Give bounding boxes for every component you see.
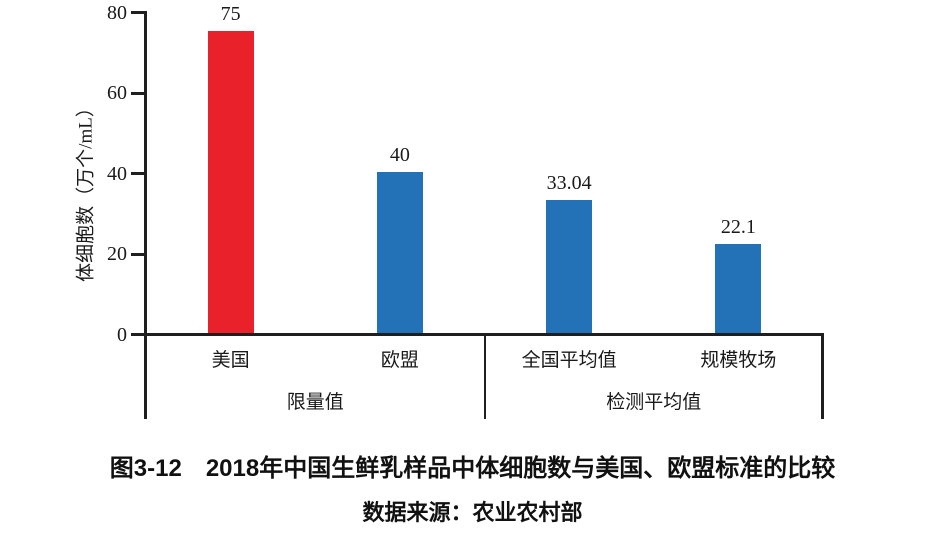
y-tick-mark [131,11,147,14]
category-label: 美国 [211,350,250,371]
y-tick-label: 60 [107,82,127,104]
y-tick-mark [131,91,147,95]
category-label: 欧盟 [380,350,419,371]
y-tick-mark [131,252,147,256]
category-label: 全国平均值 [521,350,617,371]
bar-value-label: 33.04 [546,172,592,194]
bar-value-label: 40 [389,144,410,166]
category-label: 规模牧场 [700,350,777,371]
bar-value-label: 75 [220,3,241,26]
bar-欧盟 [376,172,423,333]
y-tick-label: 80 [107,1,127,24]
y-tick-mark [131,172,147,175]
bar-chart: 体细胞数（万个/mL） 0 20 40 60 80 限量值 75 美国 40 欧盟 检测平均值 33.0… [76,1,824,419]
y-tick-label: 40 [107,162,127,185]
figure-source: 数据来源：农业农村部 [362,500,583,525]
group-separator-line [483,333,486,419]
y-tick-label: 20 [107,243,127,265]
figure-caption: 图3-12 2018年中国生鲜乳样品中体细胞数与美国、欧盟标准的比较 [109,455,836,482]
x-axis-line [131,333,824,336]
group-label: 限量值 [286,392,344,413]
bar-美国 [207,31,254,333]
bar-value-label: 22.1 [720,216,756,239]
group-label: 检测平均值 [606,392,702,413]
y-axis-line [144,11,147,419]
group-separator-line [820,333,824,419]
bar-规模牧场 [715,244,762,333]
bar-全国平均值 [546,200,593,333]
y-tick-label: 0 [117,323,127,346]
